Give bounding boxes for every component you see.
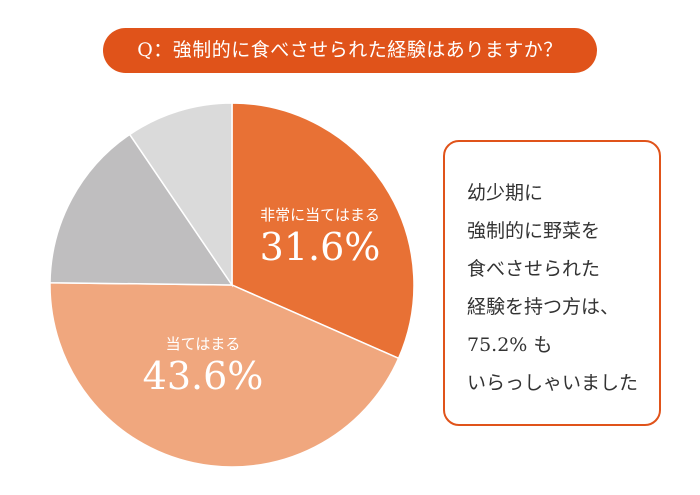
question-title: Q：強制的に食べさせられた経験はありますか？: [103, 28, 597, 73]
callout-line: 強制的に野菜を: [467, 220, 601, 242]
slice-name: 当てはまる: [165, 335, 241, 353]
callout-line: 食べさせられた: [467, 258, 601, 280]
pie-slice-1: [49, 281, 400, 468]
pie-slice-3: [128, 102, 233, 288]
slice-label-very-applicable: 非常に当てはまる 31.6%: [245, 204, 395, 269]
callout-box: 幼少期に 強制的に野菜を 食べさせられた 経験を持つ方は、 75.2% も いら…: [443, 140, 661, 426]
slice-value: 31.6%: [259, 225, 381, 269]
callout-line: 経験を持つ方は、: [467, 296, 620, 318]
callout-line: いらっしゃいました: [467, 372, 639, 394]
callout-line: 75.2% も: [467, 334, 553, 356]
pie-slice-0: [231, 102, 415, 360]
callout-line: 幼少期に: [467, 182, 544, 204]
slice-name: 非常に当てはまる: [260, 206, 380, 224]
slice-label-applicable: 当てはまる 43.6%: [128, 333, 278, 398]
slice-value: 43.6%: [142, 354, 264, 398]
pie-slice-2: [49, 133, 234, 286]
